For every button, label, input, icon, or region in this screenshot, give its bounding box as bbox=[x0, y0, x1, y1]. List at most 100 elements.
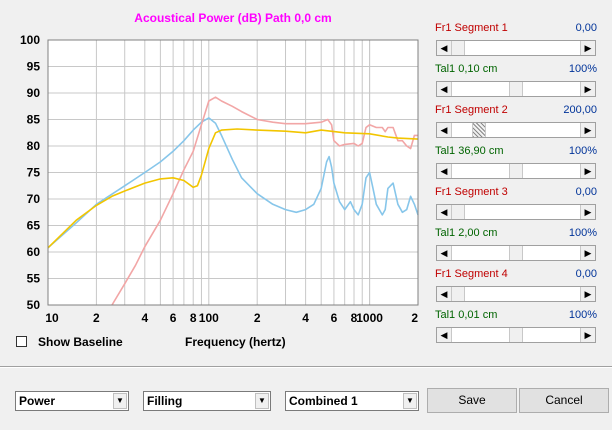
segment-value: 0,00 bbox=[575, 186, 597, 198]
slider-thumb[interactable] bbox=[451, 205, 465, 219]
acoustical-power-chart: Acoustical Power (dB) Path 0,0 cm 100 95 9… bbox=[20, 11, 419, 325]
scroll-left-icon[interactable]: ◀ bbox=[437, 41, 452, 55]
x-tick-label: 2 bbox=[93, 311, 100, 325]
separator-highlight bbox=[0, 367, 612, 368]
scroll-right-icon[interactable]: ▶ bbox=[580, 287, 595, 301]
segment-row-fr3: Fr1 Segment 3 0,00 bbox=[433, 186, 597, 202]
segment-value: 200,00 bbox=[563, 104, 597, 116]
segment-slider-tal1[interactable]: ◀ ▶ bbox=[436, 81, 596, 97]
scroll-right-icon[interactable]: ▶ bbox=[580, 246, 595, 260]
segment-row-tal3: Tal1 2,00 cm 100% bbox=[433, 227, 597, 243]
show-baseline-label: Show Baseline bbox=[38, 335, 123, 349]
x-tick-label: 100 bbox=[199, 311, 219, 325]
save-button-label: Save bbox=[458, 393, 486, 407]
x-tick-label: 6 bbox=[331, 311, 338, 325]
segment-row-fr2: Fr1 Segment 2 200,00 bbox=[433, 104, 597, 120]
chevron-down-icon[interactable]: ▼ bbox=[255, 393, 269, 409]
slider-thumb[interactable] bbox=[509, 328, 523, 342]
series-line-0 bbox=[47, 117, 419, 249]
y-tick-label: 75 bbox=[27, 166, 41, 180]
plot-border bbox=[47, 39, 419, 306]
x-axis-label: Frequency (hertz) bbox=[185, 335, 286, 349]
y-tick-label: 85 bbox=[27, 113, 41, 127]
cancel-button-label: Cancel bbox=[545, 393, 583, 407]
y-tick-label: 80 bbox=[27, 139, 41, 153]
save-button[interactable]: Save bbox=[427, 388, 517, 413]
separator-line bbox=[0, 366, 612, 367]
segment-value: 100% bbox=[568, 227, 597, 239]
y-tick-label: 70 bbox=[27, 192, 41, 206]
segment-row-tal4: Tal1 0,01 cm 100% bbox=[433, 309, 597, 325]
slider-thumb[interactable] bbox=[509, 246, 523, 260]
y-tick-label: 50 bbox=[27, 298, 41, 312]
scroll-left-icon[interactable]: ◀ bbox=[437, 287, 452, 301]
y-tick-label: 95 bbox=[27, 60, 41, 74]
segment-label: Tal1 36,90 cm bbox=[435, 145, 504, 157]
slider-thumb[interactable] bbox=[509, 164, 523, 178]
scroll-left-icon[interactable]: ◀ bbox=[437, 164, 452, 178]
segment-label: Fr1 Segment 2 bbox=[435, 104, 508, 116]
segment-slider-fr4[interactable]: ◀ ▶ bbox=[436, 286, 596, 302]
segment-slider-tal2[interactable]: ◀ ▶ bbox=[436, 163, 596, 179]
combined-select-value: Combined 1 bbox=[289, 394, 358, 408]
cancel-button[interactable]: Cancel bbox=[519, 388, 609, 413]
segment-slider-fr1[interactable]: ◀ ▶ bbox=[436, 40, 596, 56]
y-tick-label: 100 bbox=[20, 33, 40, 47]
series-line-2 bbox=[47, 128, 419, 249]
segment-value: 100% bbox=[568, 63, 597, 75]
show-baseline-checkbox[interactable] bbox=[16, 336, 27, 347]
slider-thumb[interactable] bbox=[451, 41, 465, 55]
y-tick-label: 90 bbox=[27, 86, 41, 100]
segment-value: 100% bbox=[568, 145, 597, 157]
scroll-left-icon[interactable]: ◀ bbox=[437, 205, 452, 219]
segment-row-tal1: Tal1 0,10 cm 100% bbox=[433, 63, 597, 79]
segment-label: Fr1 Segment 4 bbox=[435, 268, 508, 280]
slider-thumb[interactable] bbox=[471, 123, 486, 137]
x-tick-label: 8 bbox=[351, 311, 358, 325]
x-tick-label: 6 bbox=[170, 311, 177, 325]
y-tick-label: 65 bbox=[27, 219, 41, 233]
filling-select-value: Filling bbox=[147, 394, 183, 408]
scroll-right-icon[interactable]: ▶ bbox=[580, 164, 595, 178]
scroll-right-icon[interactable]: ▶ bbox=[580, 41, 595, 55]
chevron-down-icon[interactable]: ▼ bbox=[113, 393, 127, 409]
segment-slider-tal4[interactable]: ◀ ▶ bbox=[436, 327, 596, 343]
scroll-left-icon[interactable]: ◀ bbox=[437, 328, 452, 342]
x-tick-label: 8 bbox=[190, 311, 197, 325]
power-select[interactable]: Power ▼ bbox=[15, 391, 129, 411]
filling-select[interactable]: Filling ▼ bbox=[143, 391, 271, 411]
segment-value: 100% bbox=[568, 309, 597, 321]
chevron-down-icon[interactable]: ▼ bbox=[403, 393, 417, 409]
slider-thumb[interactable] bbox=[451, 287, 465, 301]
segment-slider-tal3[interactable]: ◀ ▶ bbox=[436, 245, 596, 261]
segment-label: Fr1 Segment 3 bbox=[435, 186, 508, 198]
chart-title: Acoustical Power (dB) Path 0,0 cm bbox=[134, 11, 331, 25]
scroll-right-icon[interactable]: ▶ bbox=[580, 205, 595, 219]
power-select-value: Power bbox=[19, 394, 56, 408]
y-tick-label: 60 bbox=[27, 245, 41, 259]
segment-value: 0,00 bbox=[575, 268, 597, 280]
segment-label: Tal1 2,00 cm bbox=[435, 227, 498, 239]
y-tick-label: 55 bbox=[27, 272, 41, 286]
scroll-left-icon[interactable]: ◀ bbox=[437, 246, 452, 260]
segment-slider-fr3[interactable]: ◀ ▶ bbox=[436, 204, 596, 220]
segment-row-fr1: Fr1 Segment 1 0,00 bbox=[433, 22, 597, 38]
scroll-right-icon[interactable]: ▶ bbox=[580, 328, 595, 342]
scroll-right-icon[interactable]: ▶ bbox=[580, 82, 595, 96]
scroll-left-icon[interactable]: ◀ bbox=[437, 82, 452, 96]
x-tick-label: 1000 bbox=[356, 311, 383, 325]
segment-row-tal2: Tal1 36,90 cm 100% bbox=[433, 145, 597, 161]
x-tick-label: 10 bbox=[45, 311, 59, 325]
segment-label: Fr1 Segment 1 bbox=[435, 22, 508, 34]
slider-thumb[interactable] bbox=[509, 82, 523, 96]
segment-label: Tal1 0,01 cm bbox=[435, 309, 498, 321]
segment-value: 0,00 bbox=[575, 22, 597, 34]
scroll-right-icon[interactable]: ▶ bbox=[580, 123, 595, 137]
combined-select[interactable]: Combined 1 ▼ bbox=[285, 391, 419, 411]
x-tick-label: 4 bbox=[141, 311, 148, 325]
scroll-left-icon[interactable]: ◀ bbox=[437, 123, 452, 137]
x-tick-label: 2 bbox=[254, 311, 261, 325]
segment-row-fr4: Fr1 Segment 4 0,00 bbox=[433, 268, 597, 284]
segment-slider-fr2[interactable]: ◀ ▶ bbox=[436, 122, 596, 138]
segment-label: Tal1 0,10 cm bbox=[435, 63, 498, 75]
